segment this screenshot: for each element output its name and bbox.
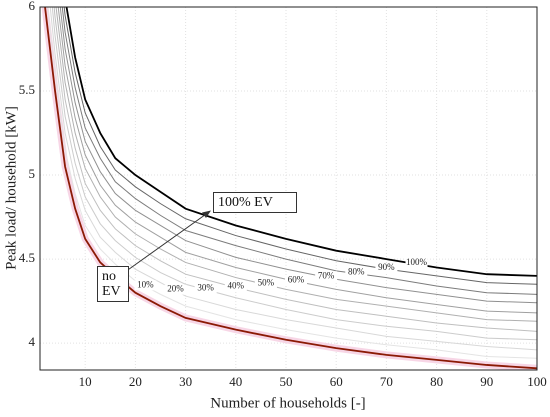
series-label: 10% — [137, 279, 154, 289]
series-label: 30% — [197, 283, 214, 293]
series-label-bg — [285, 275, 308, 286]
series-line — [61, 7, 537, 295]
series-label: 20% — [167, 284, 184, 294]
series-line — [55, 7, 537, 322]
series-label-bg — [405, 258, 428, 269]
series-line — [65, 7, 537, 277]
x-tick-label: 50 — [279, 374, 292, 389]
x-tick-label: 40 — [229, 374, 242, 389]
plot-frame — [39, 6, 538, 371]
series-line — [57, 7, 537, 314]
y-tick-label: 6 — [29, 0, 36, 13]
annotation-box: 100% EV — [213, 192, 297, 213]
series-label-bg — [194, 283, 217, 294]
plot-area — [40, 7, 537, 370]
series-label-bg — [224, 281, 247, 292]
y-tick-label: 5 — [29, 166, 36, 181]
series-label-bg — [254, 278, 277, 289]
x-tick-label: 20 — [129, 374, 142, 389]
y-tick-label: 4 — [29, 334, 36, 349]
series-line — [53, 7, 537, 332]
series-labels: 10% 20% 30% 40% 50% 60% 70% 80% 90% 100% — [134, 257, 428, 295]
series-label-bg — [164, 284, 187, 295]
series-label: 70% — [318, 270, 335, 280]
series-line — [51, 7, 537, 341]
series-label-bg — [345, 267, 368, 278]
x-tick-label: 90 — [480, 374, 493, 389]
x-tick-label: 100 — [527, 374, 547, 389]
series-label-bg — [375, 263, 398, 274]
series-line — [47, 7, 537, 359]
y-tick-label: 4.5 — [19, 250, 35, 265]
y-tick-label: 5.5 — [19, 82, 35, 97]
series-label-bg — [315, 271, 338, 282]
x-tick-label: 30 — [179, 374, 192, 389]
series-line — [44, 7, 537, 370]
x-axis-label: Number of households [-] — [210, 395, 365, 411]
series-line — [59, 7, 537, 304]
x-tick-label: 10 — [79, 374, 92, 389]
series-label: 40% — [228, 281, 245, 291]
series-label: 80% — [348, 267, 365, 277]
series-line — [63, 7, 537, 285]
x-tick-label: 80 — [430, 374, 443, 389]
series-label: 90% — [378, 262, 395, 272]
annotation-arrow — [124, 211, 210, 273]
x-tick-label: 70 — [380, 374, 393, 389]
series-label: 100% — [406, 257, 428, 267]
y-axis-label: Peak load/ household [kW] — [3, 106, 19, 270]
x-tick-label: 60 — [330, 374, 343, 389]
series-label-bg — [134, 280, 157, 291]
series-label: 60% — [288, 274, 305, 284]
series-label: 50% — [258, 278, 275, 288]
no-ev-label: no EV — [97, 266, 129, 302]
lines — [41, 7, 537, 370]
series-line — [49, 7, 537, 351]
arrow-head — [202, 210, 211, 218]
